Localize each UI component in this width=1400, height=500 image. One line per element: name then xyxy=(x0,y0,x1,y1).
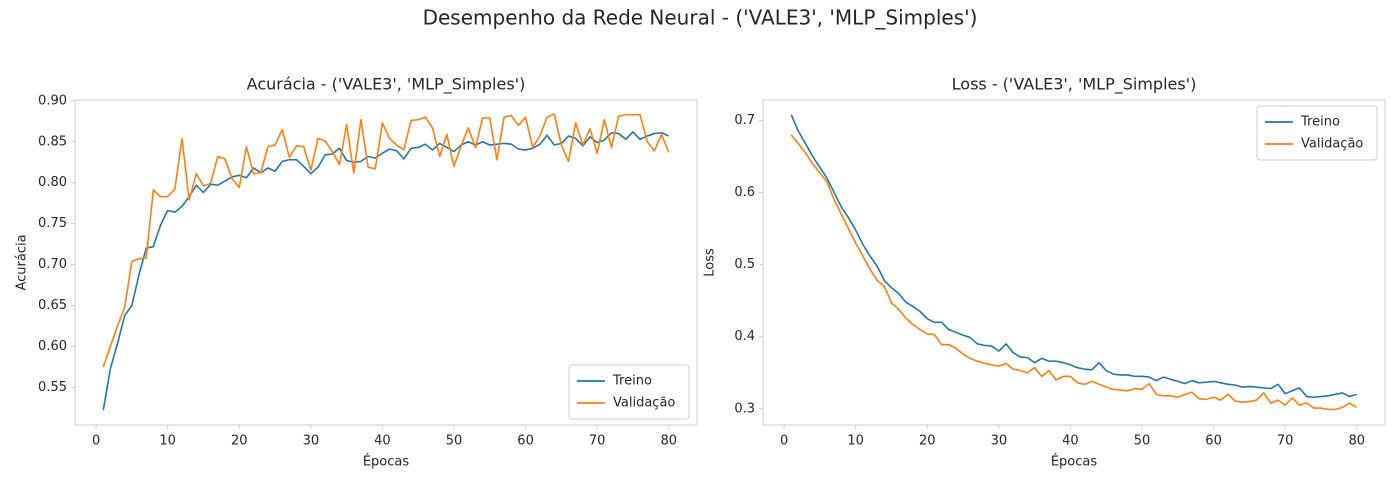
x-tick-label: 50 xyxy=(1134,434,1151,449)
legend-box xyxy=(1256,105,1378,161)
y-tick-label: 0.60 xyxy=(38,339,67,354)
chart-title: Loss - ('VALE3', 'MLP_Simples') xyxy=(952,75,1197,95)
x-tick-label: 0 xyxy=(780,434,788,449)
legend: Treino Validação xyxy=(1256,105,1378,161)
series-line xyxy=(790,114,1357,399)
y-tick-label: 0.80 xyxy=(38,175,67,190)
x-tick-label: 0 xyxy=(92,434,100,449)
legend-label: Treino xyxy=(612,374,652,389)
x-tick-label: 70 xyxy=(1277,434,1294,449)
x-axis-label: Épocas xyxy=(1051,454,1098,470)
y-tick-label: 0.3 xyxy=(734,401,755,416)
legend: Treino Validação xyxy=(568,364,690,420)
figure-title: Desempenho da Rede Neural - ('VALE3', 'M… xyxy=(423,6,978,30)
x-tick-label: 40 xyxy=(374,434,391,449)
x-tick-label: 80 xyxy=(1348,434,1365,449)
legend-label: Treino xyxy=(1300,115,1340,130)
x-tick-label: 60 xyxy=(517,434,534,449)
x-tick-label: 10 xyxy=(159,434,176,449)
x-tick-label: 50 xyxy=(446,434,463,449)
x-tick-label: 10 xyxy=(847,434,864,449)
y-tick-label: 0.5 xyxy=(734,257,755,272)
x-tick-label: 20 xyxy=(919,434,936,449)
series-line xyxy=(102,131,670,411)
legend-box xyxy=(568,364,690,420)
x-tick-label: 20 xyxy=(231,434,248,449)
x-tick-label: 60 xyxy=(1205,434,1222,449)
x-tick-label: 40 xyxy=(1062,434,1079,449)
y-axis-label: Acurácia xyxy=(15,234,30,290)
y-tick-label: 0.85 xyxy=(38,134,67,149)
x-axis-label: Épocas xyxy=(363,454,410,470)
y-tick-label: 0.4 xyxy=(734,329,755,344)
y-tick-label: 0.70 xyxy=(38,257,67,272)
series-line xyxy=(790,134,1358,411)
x-tick-label: 80 xyxy=(660,434,677,449)
chart-title: Acurácia - ('VALE3', 'MLP_Simples') xyxy=(247,75,526,95)
y-axis-label: Loss xyxy=(703,248,718,277)
legend-label: Validação xyxy=(1301,137,1363,152)
y-tick-label: 0.75 xyxy=(38,216,67,231)
y-tick-label: 0.7 xyxy=(734,113,755,128)
legend-label: Validação xyxy=(613,396,675,411)
y-tick-label: 0.55 xyxy=(38,380,67,395)
x-tick-label: 70 xyxy=(589,434,606,449)
y-tick-label: 0.6 xyxy=(734,185,755,200)
x-tick-label: 30 xyxy=(991,434,1008,449)
y-tick-label: 0.90 xyxy=(38,93,67,108)
series-line xyxy=(102,113,670,368)
y-tick-label: 0.65 xyxy=(38,298,67,313)
x-tick-label: 30 xyxy=(303,434,320,449)
